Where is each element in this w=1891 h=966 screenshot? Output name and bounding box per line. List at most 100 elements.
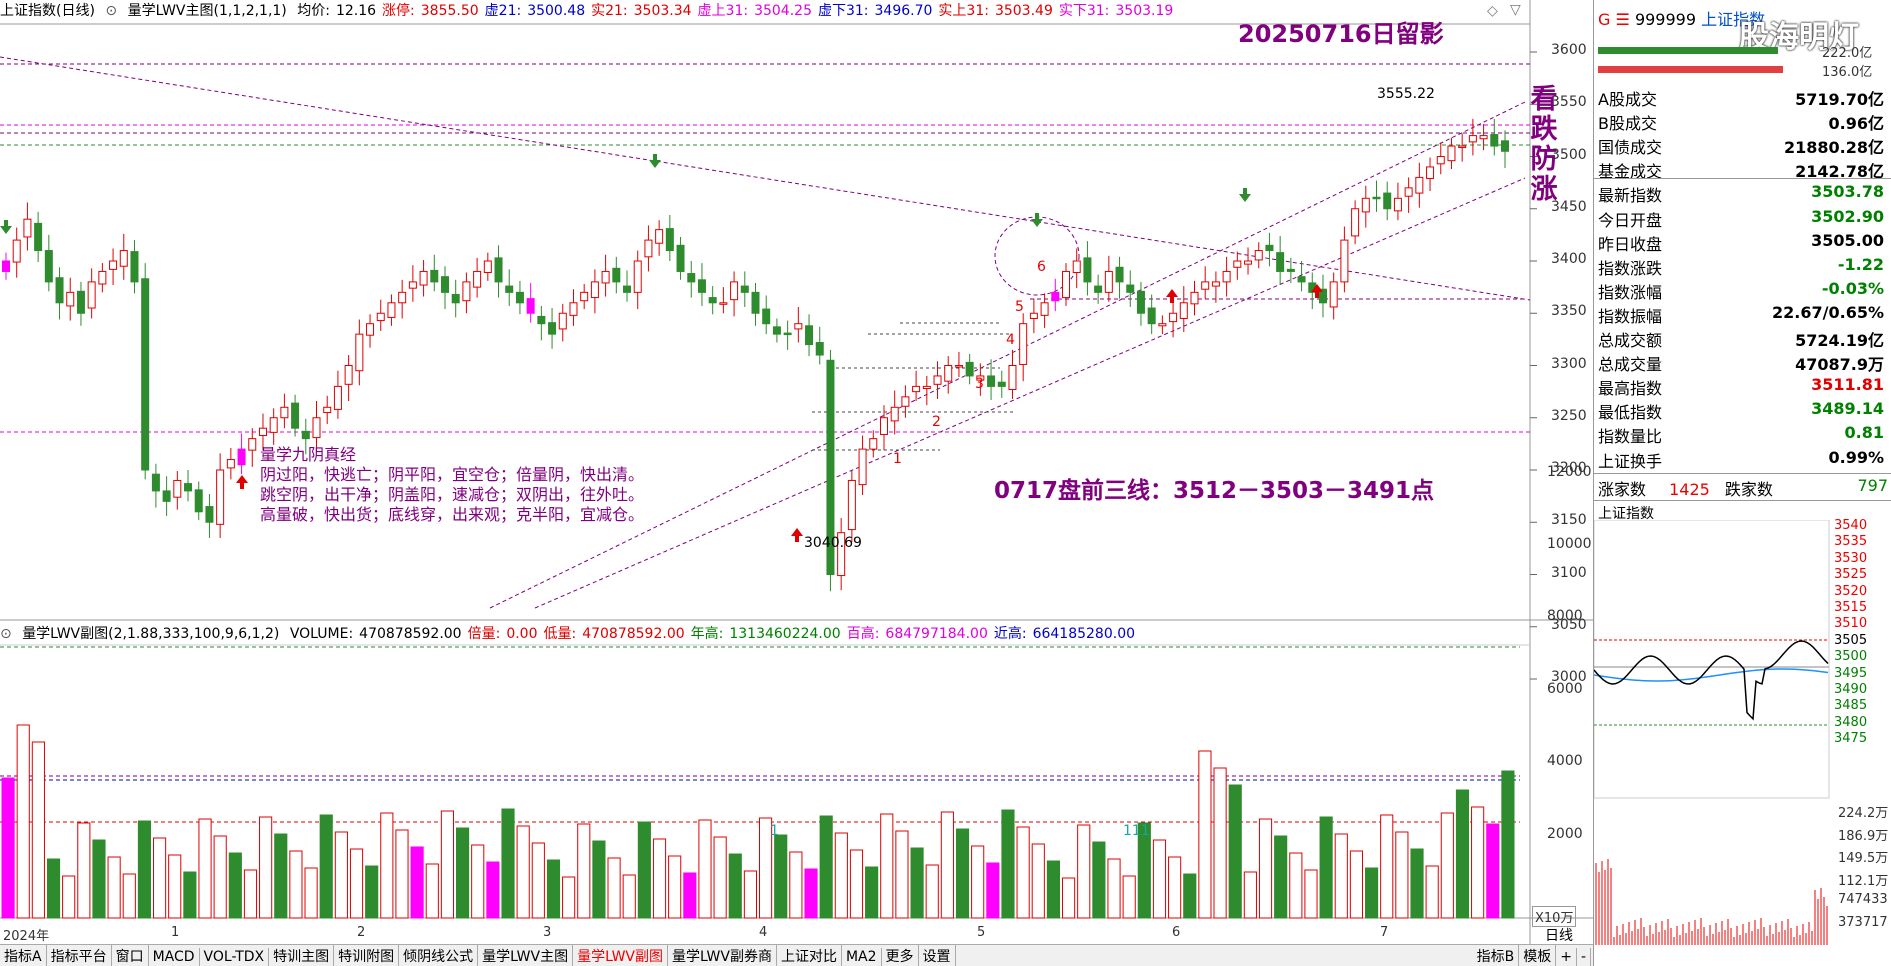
price-tick: 3200	[1551, 460, 1587, 476]
stat-row: 总成交量 47087.9万	[1598, 349, 1888, 374]
volume-bar	[774, 834, 788, 919]
volume-bar	[319, 814, 333, 919]
candles	[2, 118, 1509, 592]
candle-body	[730, 281, 739, 301]
vertical-note: 看跌防涨	[1530, 84, 1558, 205]
candle-body	[1340, 239, 1349, 283]
tab-7[interactable]: 倾阴线公式	[399, 945, 479, 966]
stat-value: 5724.19亿	[1795, 331, 1884, 350]
tab-1[interactable]: 指标平台	[47, 945, 112, 966]
candle-body	[194, 489, 203, 513]
stat-row: 最新指数 3503.78	[1598, 180, 1888, 205]
volume-bar	[1243, 871, 1257, 919]
right-tab-0[interactable]: 指标B	[1473, 945, 1520, 966]
candle-body	[1094, 285, 1103, 293]
tab-4[interactable]: VOL-TDX	[200, 948, 270, 966]
candle-body	[548, 322, 557, 335]
top-title: 20250716日留影	[1238, 20, 1444, 48]
tab-8[interactable]: 量学LWV主图	[478, 945, 574, 966]
candle-body	[987, 375, 996, 387]
kline-chart[interactable]	[0, 0, 1593, 944]
volume-bar	[62, 875, 76, 919]
volume-bar	[940, 811, 954, 919]
tab-2[interactable]: 窗口	[112, 945, 149, 966]
stat-row: 总成交额 5724.19亿	[1598, 325, 1888, 350]
vol-mark-1: 1	[770, 823, 779, 839]
sub-indicator-name[interactable]: 量学LWV副图(2,1.88,333,100,9,6,1,2)	[22, 626, 280, 642]
candle-body	[1297, 276, 1306, 283]
x-tick: 2	[357, 925, 366, 940]
volume-bar	[243, 869, 258, 919]
volume-bar	[137, 820, 152, 919]
dropdown-icon-sub[interactable]: ⊙	[0, 626, 12, 642]
candle-body	[1383, 192, 1392, 210]
volume-bar	[501, 808, 515, 919]
candle-body	[355, 333, 364, 372]
candle-body	[601, 270, 610, 284]
volume-bar	[92, 839, 106, 919]
stat-row: 最高指数 3511.81	[1598, 373, 1888, 398]
up-arrow-icon	[1166, 289, 1178, 297]
candle-body	[130, 251, 139, 283]
candle-body	[23, 218, 32, 238]
stat-value: 5719.70亿	[1795, 90, 1884, 109]
close-icon[interactable]: ▽	[1510, 2, 1521, 18]
volume-bar	[531, 842, 545, 919]
candle-body	[644, 239, 653, 258]
intraday-chart[interactable]	[1594, 520, 1891, 945]
stat-value: 0.96亿	[1828, 114, 1884, 134]
menu-icon[interactable]: ☰	[1615, 10, 1630, 29]
stat-label: 总成交额	[1598, 331, 1663, 350]
volume-bar	[577, 823, 591, 919]
intraday-price-tick: 3520	[1834, 583, 1868, 599]
settings-icon[interactable]: ◇	[1487, 3, 1498, 19]
intraday-price-tick: 3475	[1834, 731, 1868, 747]
down-arrow-icon	[0, 226, 12, 234]
tab-12[interactable]: MA2	[842, 948, 882, 966]
volume-bar	[622, 874, 636, 919]
candle-body	[44, 250, 53, 283]
quote-panel: G ☰ 999999 上证指数 股海明灯 222.0亿 136.0亿 A股成交 5…	[1593, 0, 1891, 966]
volume-bar	[683, 872, 697, 919]
candle-body	[1222, 270, 1231, 283]
candle-body	[794, 323, 803, 330]
arrow-stem-icon	[240, 483, 244, 489]
tab-3[interactable]: MACD	[149, 948, 200, 966]
x-tick: 5	[977, 925, 986, 940]
volume-bar	[198, 818, 212, 919]
tab-5[interactable]: 特训主图	[269, 945, 335, 966]
sub-ind-value-3: 1313460224.00	[729, 626, 841, 642]
right-tab-3[interactable]: -	[1577, 948, 1591, 966]
tab-13[interactable]: 更多	[882, 945, 919, 966]
dropdown-icon[interactable]: ⊙	[105, 3, 118, 19]
candle-body	[1490, 134, 1499, 147]
candle-body	[1126, 284, 1135, 293]
tab-11[interactable]: 上证对比	[777, 945, 842, 966]
right-tab-1[interactable]: 模板	[1519, 945, 1557, 966]
x-tick: 1	[171, 925, 180, 940]
main-indicator-name[interactable]: 量学LWV主图(1,1,2,1,1)	[127, 3, 287, 19]
intraday-vol-tick: 149.5万	[1838, 851, 1889, 866]
vol-unit-label: X10万	[1532, 906, 1577, 927]
volume-bar	[1258, 818, 1273, 919]
down-arrow-icon	[649, 160, 661, 168]
volume-bar	[668, 855, 682, 919]
price-tick: 3500	[1551, 146, 1587, 163]
volume-bar	[516, 825, 530, 919]
tab-10[interactable]: 量学LWV副券商	[668, 945, 777, 966]
volume-bar	[486, 861, 500, 919]
candle-body	[1436, 156, 1445, 165]
volume-bar	[1092, 841, 1106, 919]
main-ind-label-1: 涨停:	[382, 3, 415, 19]
sub-ind-label-2: 低量:	[543, 626, 577, 642]
trend-line	[489, 101, 1526, 609]
tab-9[interactable]: 量学LWV副图	[573, 945, 669, 966]
tab-6[interactable]: 特训附图	[334, 945, 400, 966]
volume-bar	[1213, 767, 1227, 919]
tab-0[interactable]: 指标A	[0, 945, 47, 966]
right-tab-2[interactable]: +	[1556, 948, 1577, 966]
period-label[interactable]: 日线	[1545, 928, 1573, 944]
tab-14[interactable]: 设置	[919, 945, 956, 966]
candle-body	[1286, 268, 1295, 272]
volume-bar	[1031, 843, 1045, 919]
